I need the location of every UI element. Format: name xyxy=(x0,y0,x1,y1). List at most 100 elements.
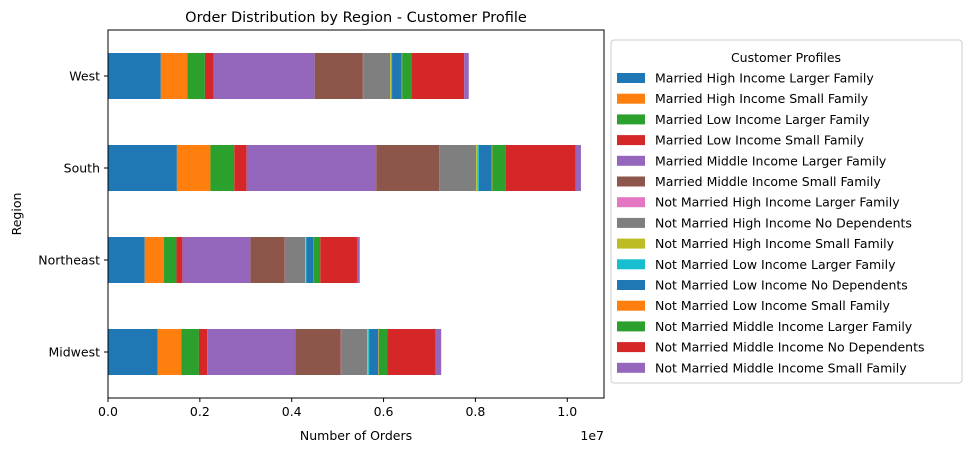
bar-segment xyxy=(477,145,479,191)
bar-segment xyxy=(387,329,436,375)
legend-swatch xyxy=(617,259,645,270)
legend-swatch xyxy=(617,300,645,311)
bar-segment xyxy=(164,237,177,283)
legend-swatch xyxy=(617,155,645,166)
legend-label: Married High Income Small Family xyxy=(655,91,869,106)
bar-segment xyxy=(144,237,165,283)
x-axis-label: Number of Orders xyxy=(300,428,412,443)
x-axis: 0.0 0.2 0.4 0.6 0.8 1.0 xyxy=(98,398,577,419)
legend-label: Not Married High Income Larger Family xyxy=(655,195,900,210)
x-tick-label: 0.4 xyxy=(282,404,302,419)
legend-box xyxy=(610,39,963,384)
bar-segment xyxy=(341,329,368,375)
bar-segment xyxy=(368,329,370,375)
bar-segment xyxy=(390,53,392,99)
bar-segment xyxy=(369,329,379,375)
legend: Customer Profiles Married High Income La… xyxy=(610,39,963,384)
bar-segment xyxy=(313,237,321,283)
x-tick-label: 0.8 xyxy=(465,404,485,419)
legend-swatch xyxy=(617,217,645,228)
bar-segment xyxy=(305,237,307,283)
x-axis-scale-label: 1e7 xyxy=(580,428,604,443)
bar-segment xyxy=(491,145,493,191)
bar-segment xyxy=(108,145,177,191)
bar-segment xyxy=(213,53,315,99)
y-tick-label: Northeast xyxy=(38,253,100,268)
bar-segment xyxy=(295,329,341,375)
bar-segment xyxy=(378,329,388,375)
y-axis: Midwest Northeast South West xyxy=(38,69,108,360)
bar-segment xyxy=(320,237,358,283)
legend-swatch xyxy=(617,93,645,104)
bar-segment xyxy=(367,329,369,375)
bar-segment xyxy=(285,237,306,283)
x-tick-label: 0.2 xyxy=(190,404,210,419)
bar-segment xyxy=(435,329,442,375)
bar-segment xyxy=(492,145,506,191)
legend-label: Not Married Middle Income Small Family xyxy=(655,360,907,375)
chart-title: Order Distribution by Region - Customer … xyxy=(185,10,527,26)
bar-segment xyxy=(250,237,285,283)
y-tick-label: South xyxy=(64,161,100,176)
bar-segment xyxy=(108,329,158,375)
legend-swatch xyxy=(617,238,645,249)
legend-swatch xyxy=(617,73,645,83)
y-tick-label: West xyxy=(69,69,100,84)
legend-swatch xyxy=(617,114,645,125)
bar-segment xyxy=(246,145,377,191)
bar-segment xyxy=(439,145,477,191)
legend-swatch xyxy=(617,321,645,332)
legend-label: Married Middle Income Larger Family xyxy=(655,153,887,168)
bar-segment xyxy=(306,237,314,283)
legend-label: Married High Income Larger Family xyxy=(655,71,874,86)
bar-segment xyxy=(198,329,208,375)
legend-title: Customer Profiles xyxy=(731,50,841,65)
plot-area-frame xyxy=(107,29,605,399)
bar-segment xyxy=(478,145,492,191)
bar-segment xyxy=(176,145,211,191)
bar-segment xyxy=(187,53,205,99)
bar-segment xyxy=(207,329,296,375)
bar-segment xyxy=(305,237,306,283)
bar-segment xyxy=(157,329,182,375)
y-tick-label: Midwest xyxy=(48,345,100,360)
bar-segment xyxy=(376,145,440,191)
bar-segment xyxy=(181,329,199,375)
x-tick-label: 0.6 xyxy=(374,404,394,419)
bar-segment xyxy=(357,237,360,283)
y-axis-label: Region xyxy=(9,193,24,236)
bar-segment xyxy=(464,53,469,99)
legend-swatch xyxy=(617,280,645,290)
legend-swatch xyxy=(617,135,645,146)
bar-segment xyxy=(234,145,247,191)
legend-label: Not Married Low Income Small Family xyxy=(655,298,891,313)
bar-segment xyxy=(476,145,478,191)
legend-items: Married High Income Larger Family Married… xyxy=(617,71,924,375)
legend-label: Married Middle Income Small Family xyxy=(655,174,881,189)
legend-label: Not Married Low Income No Dependents xyxy=(655,278,908,293)
bars-layer xyxy=(108,53,581,375)
bar-segment xyxy=(314,53,363,99)
x-tick-label: 1.0 xyxy=(557,404,577,419)
legend-label: Married Low Income Larger Family xyxy=(655,112,870,127)
legend-label: Married Low Income Small Family xyxy=(655,133,865,148)
bar-segment xyxy=(392,53,402,99)
legend-label: Not Married High Income No Dependents xyxy=(655,215,912,230)
legend-swatch xyxy=(617,197,645,208)
bar-segment xyxy=(575,145,581,191)
bar-segment xyxy=(363,53,391,99)
legend-label: Not Married Middle Income Larger Family xyxy=(655,319,913,334)
legend-label: Not Married Low Income Larger Family xyxy=(655,257,896,272)
bar-segment xyxy=(182,237,251,283)
bar-segment xyxy=(391,53,393,99)
legend-swatch xyxy=(617,342,645,353)
bar-segment xyxy=(176,237,183,283)
legend-swatch xyxy=(617,176,645,187)
legend-swatch xyxy=(617,362,645,373)
bar-segment xyxy=(210,145,235,191)
x-tick-label: 0.0 xyxy=(98,404,118,419)
bar-segment xyxy=(160,53,188,99)
bar-segment xyxy=(505,145,576,191)
